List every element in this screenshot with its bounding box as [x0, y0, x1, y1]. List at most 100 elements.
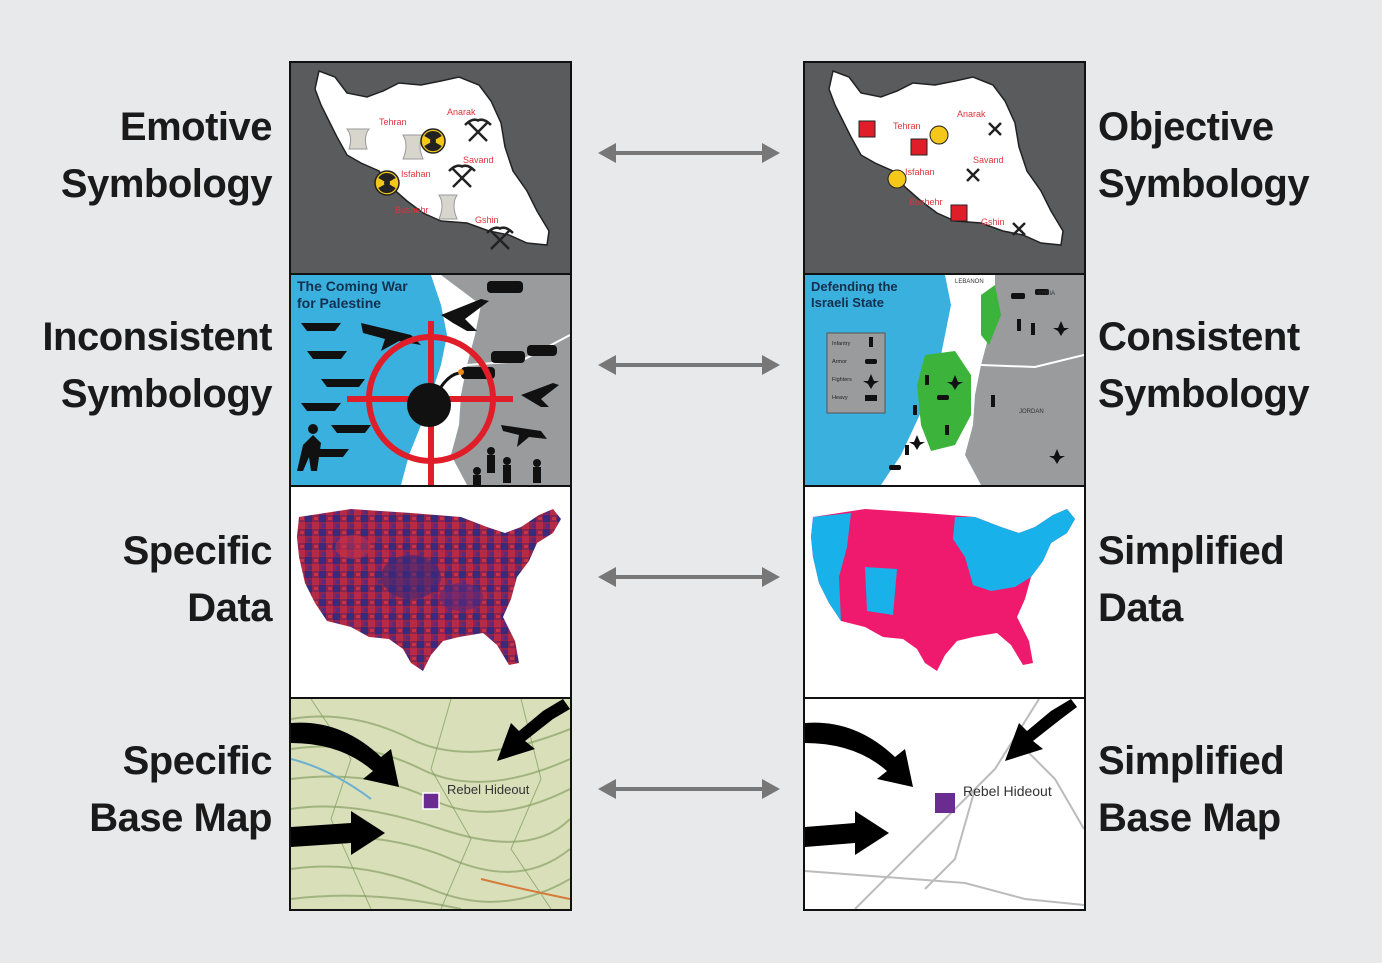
city-label: Bushehr — [909, 197, 943, 207]
jet-icon — [947, 375, 963, 390]
legend-item: Fighters — [832, 377, 852, 383]
label-line: Specific — [122, 739, 273, 783]
city-label: Gshin — [981, 217, 1005, 227]
cooling-tower-icon — [438, 194, 458, 220]
tank-icon — [889, 465, 901, 470]
circle-marker-icon — [887, 169, 907, 189]
blue-region — [953, 509, 1075, 591]
soldier-icon — [945, 425, 949, 435]
label-line: Symbology — [60, 372, 273, 416]
ship-icon — [301, 403, 341, 411]
double-arrow-icon — [598, 567, 780, 587]
legend-item: Infantry — [832, 341, 851, 347]
tank-icon — [491, 351, 525, 363]
label-emotive-symbology: Emotive Symbology — [60, 99, 273, 213]
jet-icon — [521, 383, 559, 407]
attack-arrow-icon — [805, 811, 889, 855]
radiation-icon — [420, 128, 446, 154]
label-line: Simplified — [1098, 739, 1285, 783]
region-label: LEBANON — [955, 279, 984, 285]
attack-arrow-icon — [291, 811, 385, 855]
ship-icon — [301, 323, 341, 331]
label-line: Simplified — [1098, 529, 1285, 573]
simplified-base-map: Rebel Hideout — [805, 699, 1084, 909]
city-label: Anarak — [447, 107, 476, 117]
soldier-icon — [913, 405, 917, 415]
jet-icon — [1053, 321, 1069, 336]
panel-title: Israeli State — [811, 295, 884, 310]
panel-title: The Coming War — [297, 278, 408, 294]
soldier-icon — [297, 435, 321, 471]
label-simplified-base-map: Simplified Base Map — [1098, 733, 1285, 847]
hideout-label: Rebel Hideout — [447, 782, 530, 797]
label-line: Objective — [1098, 105, 1274, 149]
label-line: Symbology — [1098, 372, 1310, 416]
panel-title: for Palestine — [297, 295, 381, 311]
iran-land-shape — [828, 69, 1064, 246]
tank-icon — [937, 395, 949, 400]
simplified-data-us-map — [805, 487, 1084, 697]
label-line: Consistent — [1098, 315, 1300, 359]
city-label: Tehran — [379, 117, 407, 127]
tank-icon — [1011, 293, 1025, 299]
tank-icon — [1035, 289, 1049, 295]
ship-icon — [321, 379, 365, 387]
soldier-icon — [473, 467, 481, 485]
label-consistent-symbology: Consistent Symbology — [1098, 309, 1310, 423]
label-specific-base-map: Specific Base Map — [89, 733, 272, 847]
label-inconsistent-symbology: Inconsistent Symbology — [42, 309, 272, 423]
x-marker-icon — [988, 122, 1002, 136]
cooling-tower-icon — [402, 134, 424, 160]
label-line: Base Map — [1098, 796, 1281, 840]
right-map-column: Tehran Anarak Isfahan Savand Bushehr Gsh… — [803, 61, 1086, 911]
label-line: Data — [1098, 586, 1183, 630]
soldier-icon — [869, 337, 873, 347]
attack-arrow-icon — [805, 722, 913, 787]
panel-title: Defending the — [811, 279, 898, 294]
attack-arrow-icon — [1005, 699, 1077, 761]
heavy-weapon-icon — [865, 395, 877, 401]
jet-icon — [1049, 449, 1065, 464]
region-label: JORDAN — [1019, 409, 1044, 415]
label-line: Symbology — [60, 162, 273, 206]
blue-region — [811, 513, 851, 621]
cooling-tower-icon — [346, 128, 370, 150]
city-label: Anarak — [957, 109, 986, 119]
label-line: Emotive — [119, 105, 273, 149]
ship-icon — [331, 425, 371, 433]
soldier-icon — [925, 375, 929, 385]
legend-item: Heavy — [832, 395, 848, 401]
palestine-war-map: The Coming War for Palestine — [291, 275, 570, 485]
label-specific-data: Specific Data — [123, 523, 273, 637]
x-marker-icon — [1012, 222, 1026, 236]
tank-icon — [527, 345, 557, 356]
soldier-icon — [1017, 319, 1021, 331]
emotive-iran-map: Tehran Anarak Isfahan Savand Bushehr Gsh… — [291, 63, 570, 273]
hideout-marker — [422, 792, 440, 810]
tank-icon — [865, 359, 877, 364]
double-arrow-icon — [598, 779, 780, 799]
x-marker-icon — [966, 168, 980, 182]
soldier-icon — [487, 447, 495, 473]
city-label: Gshin — [475, 215, 499, 225]
specific-data-us-map — [291, 487, 570, 697]
soldier-icon — [1031, 323, 1035, 335]
soldier-icon — [991, 395, 995, 407]
attack-arrow-icon — [291, 722, 399, 787]
jet-icon — [909, 435, 925, 450]
city-label: Savand — [463, 155, 494, 165]
pickaxe-icon — [464, 118, 492, 142]
label-line: Data — [187, 586, 272, 630]
region-label: SYRIA — [1037, 291, 1055, 297]
label-line: Inconsistent — [42, 315, 272, 359]
jet-icon — [361, 323, 421, 351]
specific-base-map: Rebel Hideout — [291, 699, 570, 909]
soldier-icon — [503, 457, 511, 483]
radiation-icon — [374, 170, 400, 196]
attack-arrow-icon — [497, 699, 570, 761]
jet-icon — [863, 374, 879, 389]
label-objective-symbology: Objective Symbology — [1098, 99, 1310, 213]
square-marker-icon — [910, 138, 928, 156]
tank-icon — [487, 281, 523, 293]
city-label: Isfahan — [905, 167, 935, 177]
